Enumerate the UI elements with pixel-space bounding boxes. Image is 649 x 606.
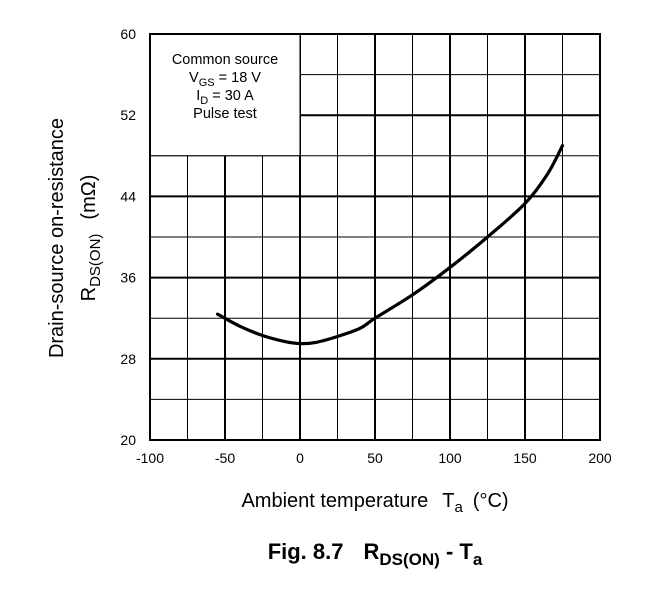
x-axis-label: Ambient temperature: [241, 490, 428, 512]
x-axis-subscript: a: [454, 499, 463, 516]
y-axis-subscript: DS(ON): [87, 234, 104, 287]
legend-line: Pulse test: [193, 106, 257, 122]
legend-line-rest: = 18 V: [215, 70, 262, 86]
data-series-line: [215, 144, 565, 346]
x-tick-label: 100: [438, 450, 462, 466]
caption-dash: -: [440, 539, 460, 564]
plot-frame: [149, 33, 601, 441]
legend-line-main: Pulse test: [193, 106, 257, 122]
legend-line: ID = 30 A: [196, 88, 254, 107]
x-tick-label: 0: [296, 450, 304, 466]
y-axis-title-line1: Drain-source on-resistance: [46, 118, 68, 358]
legend-line-subscript: D: [200, 95, 208, 107]
figure-caption: Fig. 8.7 RDS(ON) - Ta: [268, 539, 483, 569]
legend-line-rest: = 30 A: [208, 88, 254, 104]
y-axis-title-2: RDS(ON) (mΩ): [78, 175, 104, 302]
legend-line-main: I: [196, 88, 200, 104]
y-tick-label: 52: [120, 107, 136, 123]
x-tick-label: 200: [588, 450, 612, 466]
x-tick-label: -100: [136, 450, 164, 466]
legend-line-main: Common source: [172, 52, 278, 68]
x-tick-label: 50: [367, 450, 383, 466]
caption-r: R: [363, 539, 379, 564]
y-axis-title: Drain-source on-resistance: [46, 118, 68, 358]
caption-t-subscript: a: [473, 550, 483, 569]
caption-t: T: [459, 539, 473, 564]
x-tick-label: 150: [513, 450, 537, 466]
legend-line-main: V: [189, 70, 199, 86]
x-axis-title: Ambient temperature Ta (°C): [241, 490, 508, 516]
y-tick-label: 36: [120, 270, 136, 286]
tick-layer: -100 -50 0 50 100 150 200 20 28 36 44 52 60: [120, 26, 611, 466]
y-tick-label: 20: [120, 432, 136, 448]
legend-background: [151, 35, 300, 156]
y-tick-label: 44: [120, 188, 136, 204]
y-axis-unit: (mΩ): [78, 175, 100, 220]
x-axis-unit: (°C): [473, 490, 509, 512]
figure-number: Fig. 8.7: [268, 539, 344, 564]
curve-layer: [215, 144, 565, 346]
y-tick-label: 28: [120, 351, 136, 367]
x-axis-symbol: T: [442, 490, 454, 512]
major-grid: [149, 33, 601, 441]
legend-line: VGS = 18 V: [189, 70, 261, 89]
y-axis-symbol: R: [78, 287, 100, 301]
legend-line-subscript: GS: [199, 77, 215, 89]
y-tick-label: 60: [120, 26, 136, 42]
legend-line: Common source: [172, 52, 278, 68]
caption-r-subscript: DS(ON): [379, 550, 439, 569]
y-axis-title-line2: RDS(ON) (mΩ): [78, 175, 104, 302]
x-tick-label: -50: [215, 450, 235, 466]
